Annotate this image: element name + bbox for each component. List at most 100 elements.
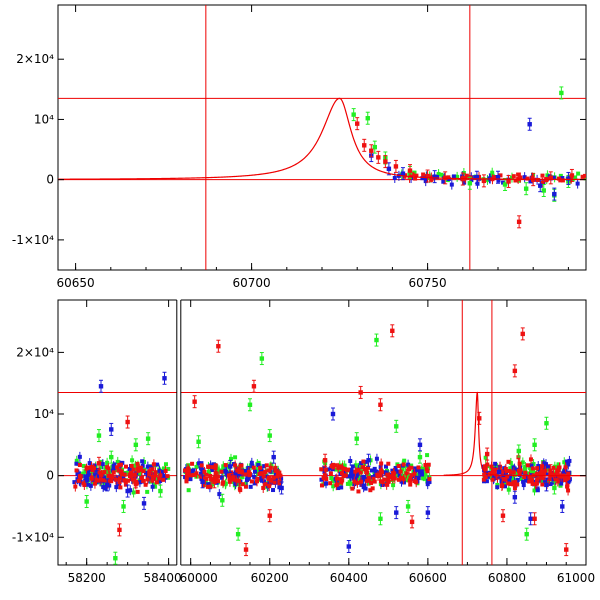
b-data-point: [394, 510, 399, 515]
g-band-point: [337, 468, 342, 473]
r-band-point: [350, 486, 355, 491]
r-band-point: [427, 477, 432, 482]
b-band-point: [485, 474, 490, 479]
b-band-point: [535, 486, 540, 491]
b-band-point: [551, 175, 556, 180]
r-data-point: [548, 175, 553, 181]
b-band-point: [383, 464, 388, 469]
b-band-point: [419, 469, 424, 474]
b-band-point: [502, 484, 507, 489]
b-band-point: [336, 486, 341, 491]
top-ytick-label: 10⁴: [34, 112, 54, 126]
g-data-point: [516, 448, 521, 454]
b-band-point: [390, 468, 395, 473]
g-band-point: [519, 477, 524, 482]
b-band-point: [435, 175, 440, 180]
r-band-point: [413, 176, 418, 181]
r-band-point: [551, 465, 556, 470]
b-band-point: [426, 480, 431, 485]
b-band-point: [325, 467, 330, 472]
b-band-point: [361, 475, 366, 480]
top-ytick-label: 2×10⁴: [16, 52, 54, 66]
r-band-point: [482, 472, 487, 477]
r-data-point: [512, 368, 518, 374]
g-band-point: [99, 465, 104, 470]
b-band-point: [271, 478, 276, 483]
r-data-point: [378, 402, 383, 407]
b-band-point: [86, 482, 91, 487]
g-data-point: [467, 181, 473, 186]
b-band-point: [551, 478, 556, 483]
r-band-point: [199, 463, 204, 468]
b-band-point: [451, 174, 456, 179]
r-band-point: [366, 478, 371, 483]
r-band-point: [483, 474, 488, 479]
r-band-point: [566, 471, 571, 476]
bottom-ytick-label: 10⁴: [34, 407, 54, 421]
b-band-point: [189, 468, 194, 473]
r-data-point: [192, 399, 197, 404]
b-band-point: [548, 482, 553, 487]
g-data-point: [96, 433, 102, 438]
r-band-point: [399, 475, 404, 480]
r-band-point: [266, 468, 271, 473]
r-data-point: [425, 173, 430, 179]
g-band-point: [404, 478, 409, 483]
r-band-point: [383, 477, 388, 482]
r-band-point: [342, 467, 347, 472]
b-band-point: [155, 462, 160, 467]
r-band-point: [198, 474, 203, 479]
b-band-point: [350, 464, 355, 469]
b-data-point: [527, 122, 532, 127]
b-band-point: [252, 481, 257, 486]
b-band-point: [560, 176, 565, 181]
g-band-point: [233, 455, 238, 460]
r-band-point: [239, 463, 244, 468]
r-band-point: [138, 468, 143, 473]
r-band-point: [517, 471, 522, 476]
r-band-point: [565, 483, 570, 488]
b-data-point: [432, 174, 437, 179]
r-band-point: [240, 482, 245, 487]
bottom-ytick-label: 0: [46, 469, 54, 483]
b-band-point: [252, 469, 257, 474]
b-band-point: [567, 478, 572, 483]
r-band-point: [277, 481, 282, 486]
r-band-point: [143, 482, 148, 487]
b-data-point: [560, 504, 565, 509]
g-band-point: [439, 172, 444, 177]
r-band-point: [191, 473, 196, 478]
r-band-point: [117, 462, 122, 467]
b-data-point: [417, 442, 423, 448]
r-band-point: [255, 476, 260, 481]
r-band-point: [366, 475, 371, 480]
b-band-point: [271, 488, 276, 493]
r-band-point: [522, 475, 527, 480]
b-data-point: [566, 176, 571, 181]
r-band-point: [558, 178, 563, 183]
g-band-point: [166, 466, 171, 471]
model-curve-path: [58, 97, 586, 180]
top-plot-frame: [57, 4, 587, 271]
r-band-point: [157, 476, 162, 481]
g-data-point: [259, 356, 265, 361]
b-band-point: [374, 469, 379, 474]
r-band-point: [226, 473, 231, 478]
b-band-point: [206, 482, 211, 487]
r-data-point: [133, 479, 139, 485]
b-band-point: [319, 477, 324, 482]
r-band-point: [356, 489, 361, 494]
g-data-point: [84, 499, 89, 504]
r-band-point: [328, 481, 333, 486]
r-band-point: [204, 472, 209, 477]
r-band-point: [123, 464, 128, 469]
b-band-point: [85, 469, 90, 474]
r-band-point: [96, 478, 101, 483]
g-band-point: [137, 471, 142, 476]
r-band-point: [361, 459, 366, 464]
g-data-point: [532, 442, 537, 448]
g-data-point: [133, 442, 139, 448]
b-band-point: [74, 461, 79, 466]
b-band-point: [248, 484, 253, 489]
